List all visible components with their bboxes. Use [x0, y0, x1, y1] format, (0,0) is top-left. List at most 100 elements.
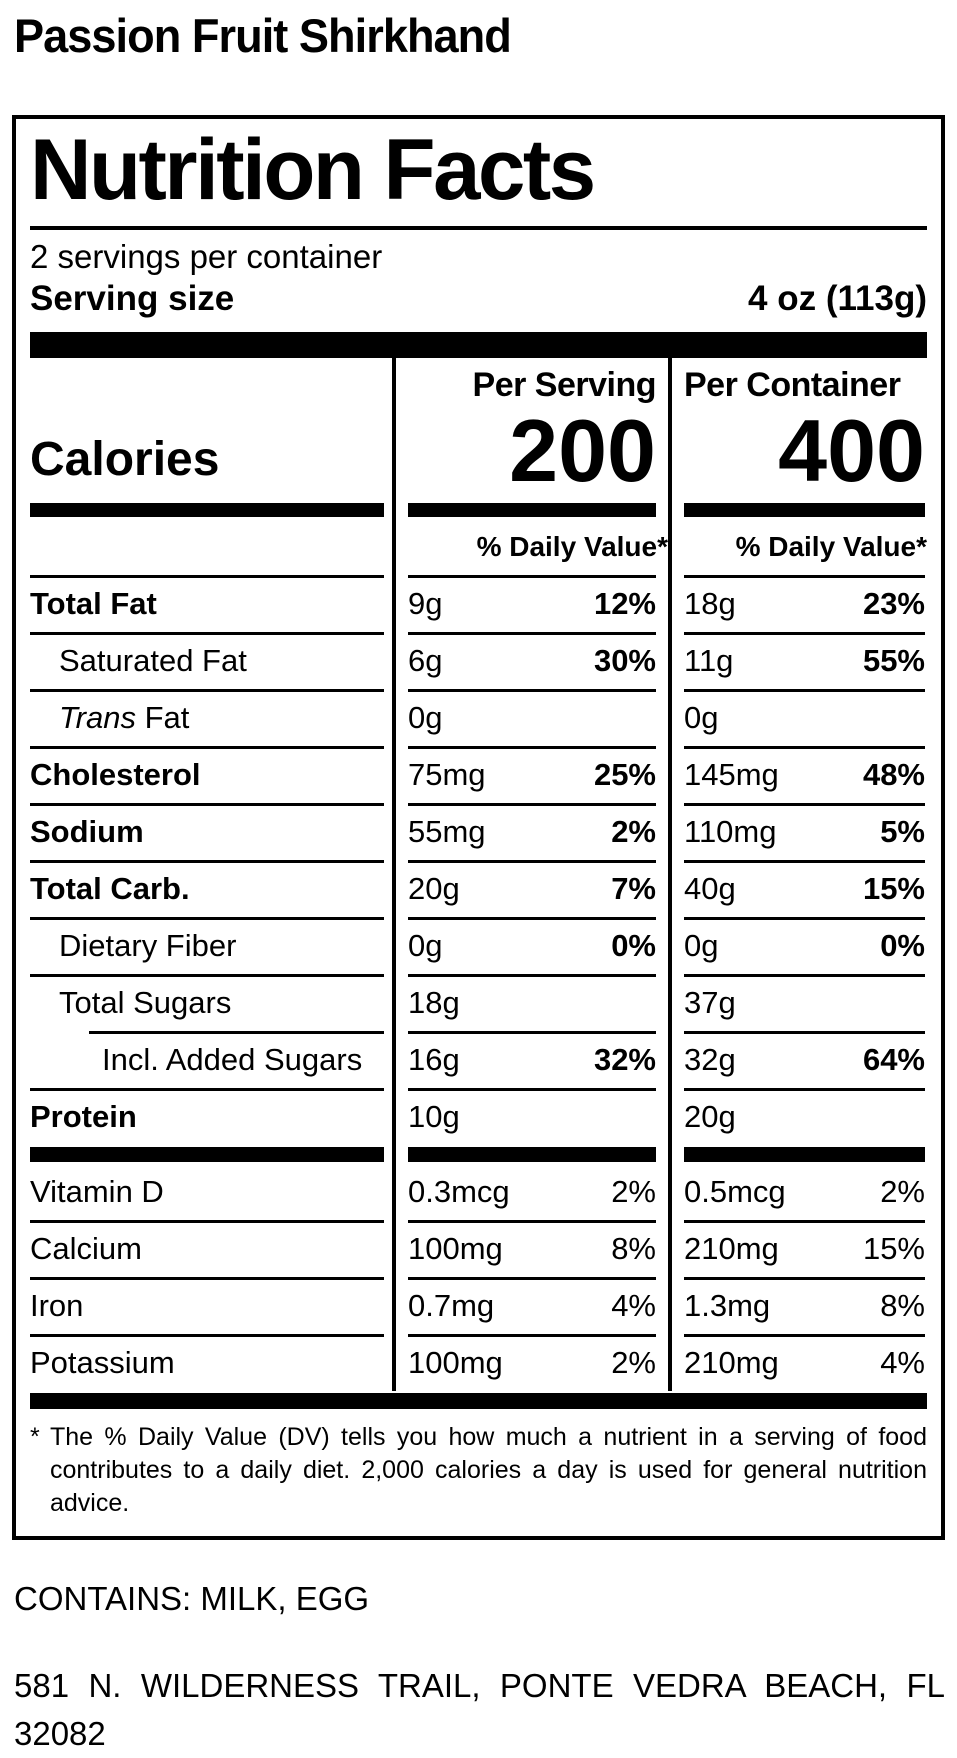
nutrient-name: Calcium	[30, 1231, 142, 1266]
nutrient-row-calcium: Calcium 100mg 8% 210mg 15%	[30, 1220, 927, 1277]
separator-bar-medium	[30, 503, 384, 517]
container-amount: 37g	[684, 985, 736, 1020]
container-daily-value: 64%	[862, 1042, 925, 1077]
heading-rule	[30, 226, 927, 231]
serving-daily-value: 0%	[611, 928, 656, 963]
per-serving-header: Per Serving	[392, 358, 668, 406]
container-amount: 11g	[684, 643, 734, 678]
serving-daily-value: 25%	[593, 757, 656, 792]
nutrient-row-dietary-fiber: Dietary Fiber 0g 0% 0g 0%	[30, 917, 927, 974]
calories-per-serving: 200	[392, 405, 668, 495]
serving-amount: 16g	[408, 1042, 460, 1077]
separator-bar-thick-top	[30, 332, 927, 359]
column-header-row: Per Serving Per Container	[30, 358, 927, 406]
container-amount: 1.3mg	[684, 1288, 771, 1323]
nutrient-name: Trans Fat	[59, 700, 190, 735]
separator-bar-medium	[684, 503, 925, 517]
nutrient-name: Potassium	[30, 1345, 175, 1380]
daily-value-header-serving: % Daily Value*	[392, 517, 668, 575]
container-daily-value: 48%	[862, 757, 925, 792]
serving-amount: 55mg	[408, 814, 486, 849]
container-amount: 0g	[684, 700, 719, 735]
container-amount: 110mg	[684, 814, 777, 849]
nutrient-row-vitamin-d: Vitamin D 0.3mcg 2% 0.5mcg 2%	[30, 1166, 927, 1220]
container-daily-value: 55%	[862, 643, 925, 678]
serving-size-row: Serving size 4 oz (113g)	[30, 279, 927, 319]
footnote-asterisk: *	[30, 1423, 40, 1451]
allergen-statement: CONTAINS: MILK, EGG	[14, 1580, 370, 1617]
nutrient-name: Iron	[30, 1288, 84, 1323]
container-amount: 0.5mcg	[684, 1174, 786, 1209]
nutrient-row-iron: Iron 0.7mg 4% 1.3mg 8%	[30, 1277, 927, 1334]
daily-value-header-row: % Daily Value* % Daily Value*	[30, 517, 927, 575]
servings-per-container: 2 servings per container	[30, 238, 383, 276]
nutrient-name: Cholesterol	[30, 757, 201, 792]
serving-amount: 100mg	[408, 1231, 503, 1266]
nutrient-rows: Total Fat 9g 12% 18g 23% Saturated Fat	[30, 575, 927, 1145]
serving-amount: 0g	[408, 928, 443, 963]
column-header-spacer	[30, 358, 392, 405]
separator-bar-medium	[408, 1147, 656, 1162]
nutrient-row-saturated-fat: Saturated Fat 6g 30% 11g 55%	[30, 632, 927, 689]
serving-daily-value: 30%	[593, 643, 656, 678]
nutrient-row-cholesterol: Cholesterol 75mg 25% 145mg 48%	[30, 746, 927, 803]
separator-bar-medium	[30, 1147, 384, 1162]
container-daily-value: 4%	[880, 1345, 925, 1380]
serving-size-value: 4 oz (113g)	[748, 279, 927, 319]
serving-amount: 18g	[408, 985, 460, 1020]
nutrient-name: Incl. Added Sugars	[102, 1042, 363, 1077]
container-amount: 0g	[684, 928, 719, 963]
nutrient-row-sodium: Sodium 55mg 2% 110mg 5%	[30, 803, 927, 860]
nutrient-name: Saturated Fat	[59, 643, 247, 678]
separator-bar-medium	[408, 503, 656, 517]
serving-daily-value: 2%	[611, 814, 656, 849]
container-daily-value: 15%	[862, 871, 925, 906]
serving-amount: 0.7mg	[408, 1288, 495, 1323]
serving-amount: 6g	[408, 643, 443, 678]
serving-amount: 0g	[408, 700, 443, 735]
nutrient-name: Total Sugars	[59, 985, 232, 1020]
container-amount: 210mg	[684, 1345, 779, 1380]
address-line: 32082	[14, 1714, 106, 1752]
nutrient-row-potassium: Potassium 100mg 2% 210mg 4%	[30, 1334, 927, 1391]
serving-daily-value: 4%	[611, 1288, 656, 1323]
container-daily-value: 0%	[880, 928, 925, 963]
nutrition-facts-panel: Nutrition Facts 2 servings per container…	[12, 114, 945, 1540]
serving-daily-value: 2%	[611, 1345, 656, 1380]
nutrient-row-trans-fat: Trans Fat 0g 0g	[30, 689, 927, 746]
container-daily-value: 23%	[862, 586, 925, 621]
serving-amount: 10g	[408, 1099, 460, 1134]
per-container-header: Per Container	[668, 358, 927, 406]
product-title: Passion Fruit Shirkhand	[14, 9, 512, 62]
container-amount: 40g	[684, 871, 736, 906]
nutrient-name: Vitamin D	[30, 1174, 164, 1209]
separator-bar-thick-bottom	[30, 1393, 927, 1409]
daily-value-spacer	[30, 517, 392, 575]
serving-amount: 75mg	[408, 757, 486, 792]
nutrient-row-total-carb: Total Carb. 20g 7% 40g 15%	[30, 860, 927, 917]
daily-value-header-container: % Daily Value*	[668, 517, 927, 575]
serving-daily-value: 32%	[593, 1042, 656, 1077]
calories-underline-row	[30, 493, 927, 517]
serving-daily-value: 2%	[611, 1174, 656, 1209]
nutrient-name: Total Fat	[30, 586, 157, 621]
micronutrient-rows: Vitamin D 0.3mcg 2% 0.5mcg 2% Calcium	[30, 1166, 927, 1391]
nutrient-row-protein: Protein 10g 20g	[30, 1088, 927, 1145]
nutrient-row-incl-added-sugars: Incl. Added Sugars 16g 32% 32g 64%	[30, 1031, 927, 1088]
container-daily-value: 15%	[862, 1231, 925, 1266]
nutrient-name: Sodium	[30, 814, 144, 849]
container-amount: 32g	[684, 1042, 736, 1077]
serving-amount: 100mg	[408, 1345, 503, 1380]
nutrient-name: Protein	[30, 1099, 137, 1134]
manufacturer-address: 581 N. WILDERNESS TRAIL, PONTE VEDRA BEA…	[14, 1662, 945, 1758]
container-daily-value: 5%	[880, 814, 925, 849]
serving-amount: 0.3mcg	[408, 1174, 510, 1209]
container-amount: 145mg	[684, 757, 779, 792]
protein-underline-row	[30, 1145, 927, 1166]
serving-daily-value: 7%	[611, 871, 656, 906]
nutrient-name: Total Carb.	[30, 871, 190, 906]
nutrient-row-total-fat: Total Fat 9g 12% 18g 23%	[30, 575, 927, 632]
container-daily-value: 8%	[880, 1288, 925, 1323]
container-amount: 210mg	[684, 1231, 779, 1266]
